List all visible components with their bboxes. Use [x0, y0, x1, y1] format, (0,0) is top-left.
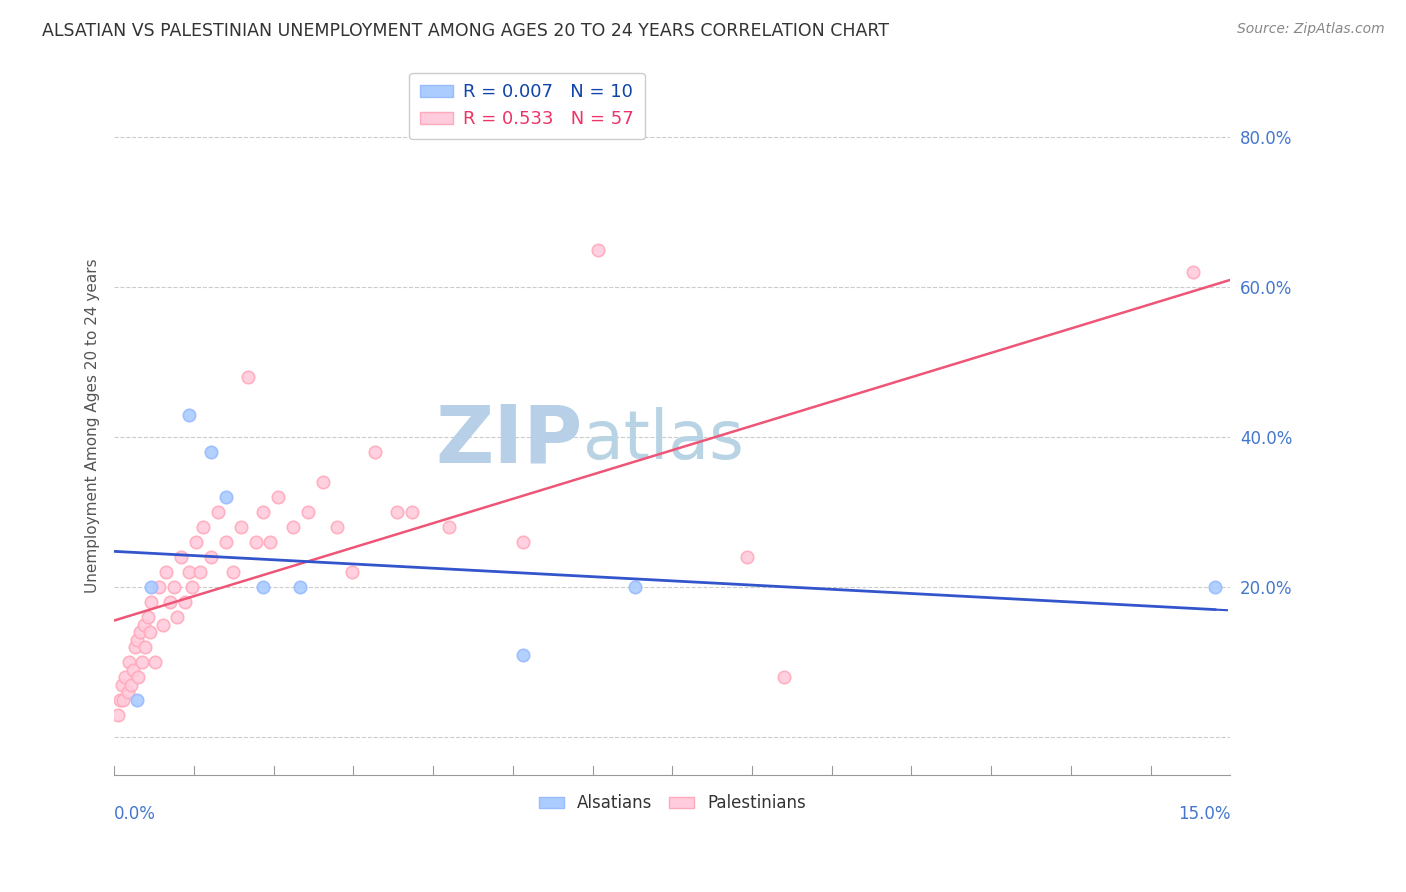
Point — [512, 648, 534, 662]
Point — [290, 581, 312, 595]
Point — [229, 520, 252, 534]
Point — [259, 535, 281, 549]
Point — [363, 445, 385, 459]
Point — [127, 670, 149, 684]
Point — [281, 520, 304, 534]
Point — [117, 685, 139, 699]
Point — [111, 678, 134, 692]
Point — [215, 491, 238, 505]
Point — [131, 656, 153, 670]
Text: 15.0%: 15.0% — [1178, 805, 1230, 823]
Point — [193, 520, 215, 534]
Point — [215, 535, 238, 549]
Point — [159, 595, 181, 609]
Point — [181, 581, 204, 595]
Point — [112, 693, 135, 707]
Point — [586, 243, 609, 257]
Point — [166, 610, 188, 624]
Point — [222, 566, 245, 580]
Point — [173, 595, 195, 609]
Point — [773, 670, 796, 684]
Point — [401, 505, 423, 519]
Point — [177, 566, 200, 580]
Point — [125, 632, 148, 647]
Point — [252, 505, 274, 519]
Point — [200, 445, 222, 459]
Point — [437, 520, 460, 534]
Point — [141, 595, 163, 609]
Point — [200, 550, 222, 565]
Point — [125, 693, 148, 707]
Point — [297, 505, 319, 519]
Point — [236, 370, 259, 384]
Point — [155, 566, 177, 580]
Point — [134, 640, 156, 655]
Point — [184, 535, 207, 549]
Y-axis label: Unemployment Among Ages 20 to 24 years: Unemployment Among Ages 20 to 24 years — [86, 259, 100, 593]
Legend: Alsatians, Palestinians: Alsatians, Palestinians — [531, 788, 813, 819]
Point — [141, 581, 163, 595]
Point — [1182, 265, 1205, 279]
Text: Source: ZipAtlas.com: Source: ZipAtlas.com — [1237, 22, 1385, 37]
Point — [170, 550, 193, 565]
Point — [143, 656, 166, 670]
Point — [132, 618, 155, 632]
Point — [267, 491, 290, 505]
Text: ZIP: ZIP — [436, 401, 583, 479]
Point — [118, 656, 141, 670]
Point — [120, 678, 142, 692]
Point — [107, 707, 129, 722]
Point — [188, 566, 211, 580]
Point — [342, 566, 364, 580]
Point — [326, 520, 349, 534]
Point — [121, 663, 143, 677]
Point — [624, 581, 647, 595]
Point — [735, 550, 758, 565]
Point — [136, 610, 159, 624]
Point — [114, 670, 136, 684]
Point — [129, 625, 152, 640]
Point — [124, 640, 146, 655]
Point — [512, 535, 534, 549]
Point — [108, 693, 131, 707]
Point — [385, 505, 408, 519]
Point — [148, 581, 170, 595]
Point — [311, 475, 333, 490]
Text: atlas: atlas — [583, 407, 744, 473]
Point — [207, 505, 229, 519]
Point — [163, 581, 186, 595]
Point — [152, 618, 174, 632]
Point — [139, 625, 162, 640]
Point — [177, 408, 200, 422]
Text: ALSATIAN VS PALESTINIAN UNEMPLOYMENT AMONG AGES 20 TO 24 YEARS CORRELATION CHART: ALSATIAN VS PALESTINIAN UNEMPLOYMENT AMO… — [42, 22, 889, 40]
Point — [1204, 581, 1226, 595]
Text: 0.0%: 0.0% — [114, 805, 156, 823]
Point — [252, 581, 274, 595]
Point — [245, 535, 267, 549]
